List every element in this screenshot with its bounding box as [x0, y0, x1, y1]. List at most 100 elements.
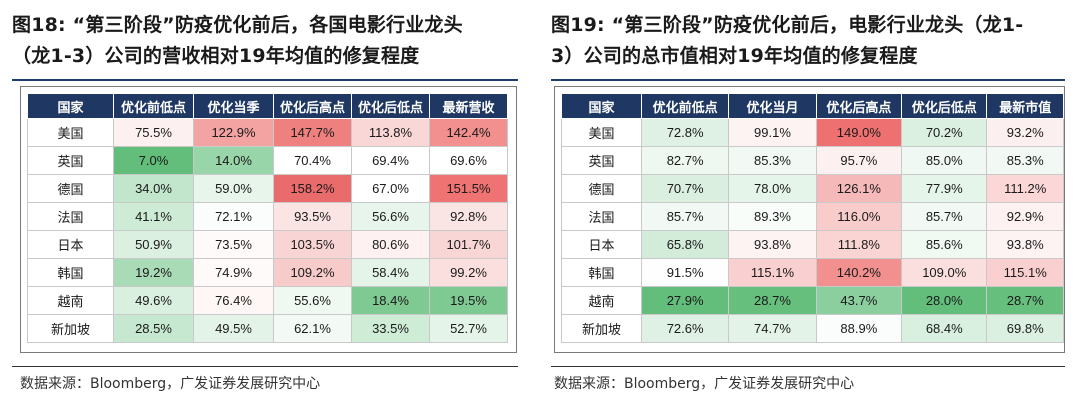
column-header: 优化前低点 — [113, 93, 194, 119]
figure-19-title-line2: 3）公司的总市值相对19年均值的修复程度 — [551, 45, 918, 67]
value-cell: 67.0% — [351, 174, 430, 203]
country-cell: 德国 — [27, 174, 114, 203]
value-cell: 70.4% — [273, 146, 352, 175]
value-cell: 89.3% — [728, 202, 817, 231]
value-cell: 85.0% — [901, 146, 988, 175]
table-row: 英国 7.0% 14.0% 70.4% 69.4% 69.6% — [27, 146, 508, 175]
value-cell: 65.8% — [641, 230, 730, 259]
figure-18-source: 数据来源：Bloomberg，广发证券发展研究中心 — [20, 376, 321, 392]
column-header: 优化后高点 — [815, 93, 903, 119]
value-cell: 140.2% — [815, 258, 903, 287]
value-cell: 7.0% — [113, 146, 194, 175]
value-cell: 93.2% — [986, 118, 1064, 147]
value-cell: 85.3% — [986, 146, 1064, 175]
table-row: 新加坡 72.6% 74.7% 88.9% 68.4% 69.8% — [560, 314, 1064, 343]
figure-18-title-line1: 图18: “第三阶段”防疫优化前后，各国电影行业龙头 — [12, 14, 463, 36]
table-row: 美国 75.5% 122.9% 147.7% 113.8% 142.4% — [27, 118, 508, 147]
value-cell: 28.7% — [986, 286, 1064, 315]
figure-18-table-frame: 国家 优化前低点 优化当季 优化后高点 优化后低点 最新营收 美国 75.5% 122.9% 14… — [20, 86, 517, 353]
value-cell: 158.2% — [273, 174, 352, 203]
country-cell: 美国 — [560, 118, 643, 147]
country-cell: 韩国 — [27, 258, 114, 287]
value-cell: 92.8% — [429, 202, 508, 231]
value-cell: 62.1% — [273, 314, 352, 343]
table-row: 法国 85.7% 89.3% 116.0% 85.7% 92.9% — [560, 202, 1064, 231]
column-header: 国家 — [560, 93, 643, 119]
value-cell: 73.5% — [193, 230, 274, 259]
value-cell: 142.4% — [429, 118, 508, 147]
value-cell: 93.8% — [986, 230, 1064, 259]
value-cell: 78.0% — [728, 174, 817, 203]
country-cell: 美国 — [27, 118, 114, 147]
value-cell: 111.2% — [986, 174, 1064, 203]
country-cell: 英国 — [27, 146, 114, 175]
value-cell: 91.5% — [641, 258, 730, 287]
value-cell: 50.9% — [113, 230, 194, 259]
value-cell: 68.4% — [901, 314, 988, 343]
column-header: 优化前低点 — [641, 93, 730, 119]
value-cell: 28.5% — [113, 314, 194, 343]
figure-18-title-line2: （龙1-3）公司的营收相对19年均值的修复程度 — [12, 45, 420, 67]
table-row: 德国 70.7% 78.0% 126.1% 77.9% 111.2% — [560, 174, 1064, 203]
header-row: 国家 优化前低点 优化当月 优化后高点 优化后低点 最新市值 — [560, 93, 1064, 119]
value-cell: 115.1% — [986, 258, 1064, 287]
value-cell: 27.9% — [641, 286, 730, 315]
column-header: 优化后低点 — [351, 93, 430, 119]
value-cell: 58.4% — [351, 258, 430, 287]
value-cell: 103.5% — [273, 230, 352, 259]
value-cell: 74.7% — [728, 314, 817, 343]
value-cell: 49.6% — [113, 286, 194, 315]
value-cell: 34.0% — [113, 174, 194, 203]
header-row: 国家 优化前低点 优化当季 优化后高点 优化后低点 最新营收 — [27, 93, 508, 119]
value-cell: 76.4% — [193, 286, 274, 315]
table-row: 越南 49.6% 76.4% 55.6% 18.4% 19.5% — [27, 286, 508, 315]
column-header: 优化当月 — [728, 93, 817, 119]
value-cell: 70.2% — [901, 118, 988, 147]
country-cell: 法国 — [560, 202, 643, 231]
country-cell: 日本 — [27, 230, 114, 259]
value-cell: 72.6% — [641, 314, 730, 343]
value-cell: 19.2% — [113, 258, 194, 287]
country-cell: 韩国 — [560, 258, 643, 287]
value-cell: 49.5% — [193, 314, 274, 343]
figure-19-table-frame: 国家 优化前低点 优化当月 优化后高点 优化后低点 最新市值 美国 72.8% 99.1% 149… — [554, 86, 1065, 353]
table-row: 美国 72.8% 99.1% 149.0% 70.2% 93.2% — [560, 118, 1064, 147]
figure-19-top-rule — [551, 79, 1065, 81]
value-cell: 113.8% — [351, 118, 430, 147]
table-row: 日本 65.8% 93.8% 111.8% 85.6% 93.8% — [560, 230, 1064, 259]
column-header: 国家 — [27, 93, 114, 119]
table-row: 德国 34.0% 59.0% 158.2% 67.0% 151.5% — [27, 174, 508, 203]
country-cell: 新加坡 — [27, 314, 114, 343]
table-row: 日本 50.9% 73.5% 103.5% 80.6% 101.7% — [27, 230, 508, 259]
value-cell: 122.9% — [193, 118, 274, 147]
column-header: 优化后高点 — [273, 93, 352, 119]
value-cell: 88.9% — [815, 314, 903, 343]
figure-18-table: 国家 优化前低点 优化当季 优化后高点 优化后低点 最新营收 美国 75.5% 122.9% 14… — [27, 93, 508, 343]
value-cell: 19.5% — [429, 286, 508, 315]
value-cell: 72.1% — [193, 202, 274, 231]
value-cell: 69.6% — [429, 146, 508, 175]
value-cell: 126.1% — [815, 174, 903, 203]
value-cell: 69.4% — [351, 146, 430, 175]
value-cell: 115.1% — [728, 258, 817, 287]
value-cell: 33.5% — [351, 314, 430, 343]
value-cell: 109.0% — [901, 258, 988, 287]
value-cell: 151.5% — [429, 174, 508, 203]
column-header: 优化后低点 — [901, 93, 988, 119]
country-cell: 越南 — [560, 286, 643, 315]
value-cell: 55.6% — [273, 286, 352, 315]
value-cell: 111.8% — [815, 230, 903, 259]
figure-19-table: 国家 优化前低点 优化当月 优化后高点 优化后低点 最新市值 美国 72.8% 99.1% 149… — [560, 93, 1064, 343]
value-cell: 93.5% — [273, 202, 352, 231]
figure-19-bottom-rule — [551, 366, 1065, 367]
value-cell: 72.8% — [641, 118, 730, 147]
value-cell: 149.0% — [815, 118, 903, 147]
table-row: 韩国 91.5% 115.1% 140.2% 109.0% 115.1% — [560, 258, 1064, 287]
table-row: 新加坡 28.5% 49.5% 62.1% 33.5% 52.7% — [27, 314, 508, 343]
value-cell: 59.0% — [193, 174, 274, 203]
value-cell: 43.7% — [815, 286, 903, 315]
value-cell: 116.0% — [815, 202, 903, 231]
column-header: 最新市值 — [986, 93, 1064, 119]
value-cell: 85.6% — [901, 230, 988, 259]
figure-18-title: 图18: “第三阶段”防疫优化前后，各国电影行业龙头 （龙1-3）公司的营收相对… — [12, 10, 512, 72]
